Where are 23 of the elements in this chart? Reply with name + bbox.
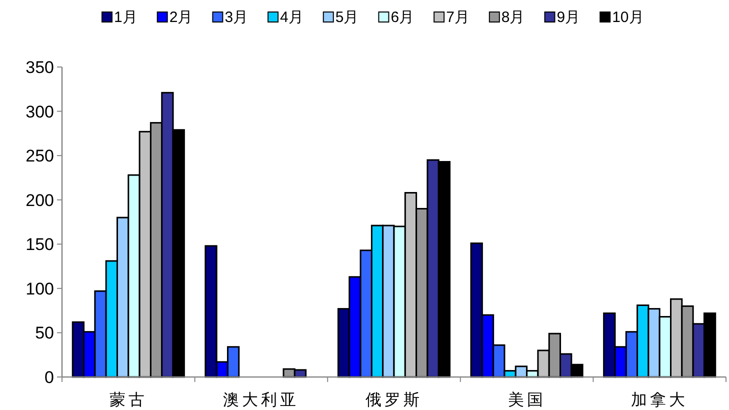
legend-label: 2月 (169, 9, 193, 26)
legend-label: 5月 (335, 9, 359, 26)
legend-label: 6月 (390, 9, 414, 26)
x-tick-label: 加拿大 (631, 390, 688, 409)
y-tick-label: 250 (26, 146, 54, 166)
legend-label: 3月 (224, 9, 248, 26)
legend-label: 10月 (612, 9, 644, 26)
legend-label: 8月 (501, 9, 525, 26)
y-tick-label: 150 (26, 235, 54, 254)
legend-label: 9月 (556, 9, 580, 26)
x-tick-label: 俄罗斯 (366, 390, 422, 409)
legend-label: 4月 (280, 9, 304, 26)
y-tick-label: 50 (35, 324, 54, 343)
y-tick-label: 0 (44, 368, 54, 387)
x-tick-label: 美国 (508, 390, 546, 409)
y-tick-label: 200 (26, 190, 54, 210)
legend-label: 1月 (114, 9, 138, 26)
y-tick-label: 300 (26, 102, 54, 122)
x-tick-label: 蒙古 (109, 390, 148, 409)
y-tick-label: 350 (26, 58, 54, 77)
y-tick-label: 100 (26, 279, 54, 298)
legend-label: 7月 (446, 9, 470, 26)
x-tick-label: 澳大利亚 (223, 390, 300, 409)
